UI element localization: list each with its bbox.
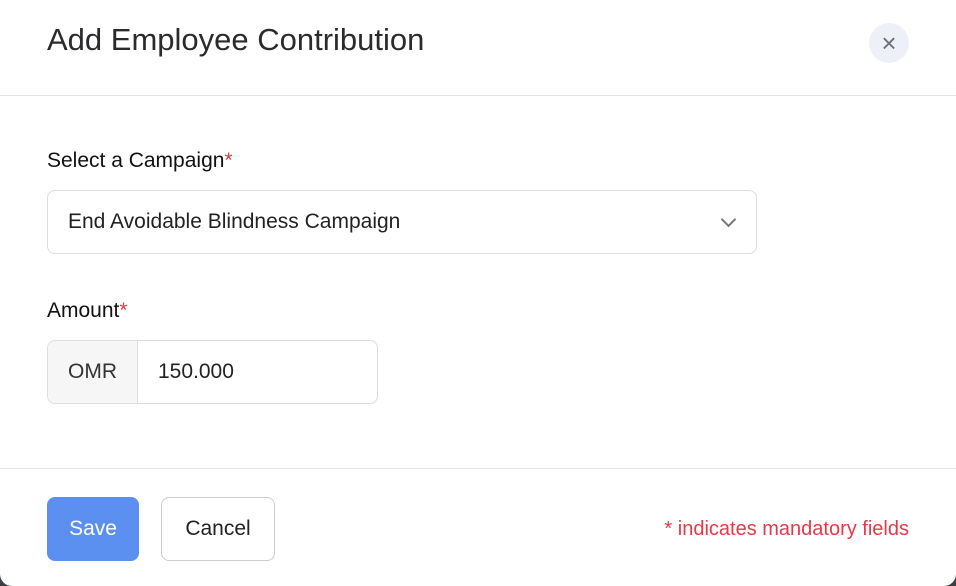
campaign-label: Select a Campaign* <box>47 149 233 173</box>
required-asterisk: * <box>224 149 233 172</box>
close-button[interactable]: × <box>869 23 909 63</box>
mandatory-note: * indicates mandatory fields <box>664 518 909 540</box>
currency-prefix: OMR <box>48 341 138 403</box>
dialog-title: Add Employee Contribution <box>47 22 425 57</box>
dialog-footer: Save Cancel * indicates mandatory fields <box>0 468 956 586</box>
amount-input[interactable] <box>138 341 338 403</box>
campaign-select[interactable]: End Avoidable Blindness Campaign <box>47 190 757 254</box>
campaign-selected-value: End Avoidable Blindness Campaign <box>68 210 401 233</box>
amount-field: OMR <box>47 340 378 404</box>
campaign-label-text: Select a Campaign <box>47 149 225 172</box>
save-button[interactable]: Save <box>47 497 139 561</box>
required-asterisk: * <box>119 299 128 322</box>
amount-label: Amount* <box>47 299 128 323</box>
amount-label-text: Amount <box>47 299 120 322</box>
chevron-down-icon <box>720 211 737 228</box>
cancel-button[interactable]: Cancel <box>161 497 275 561</box>
close-icon: × <box>881 28 897 58</box>
dialog-header: Add Employee Contribution × <box>0 0 956 96</box>
